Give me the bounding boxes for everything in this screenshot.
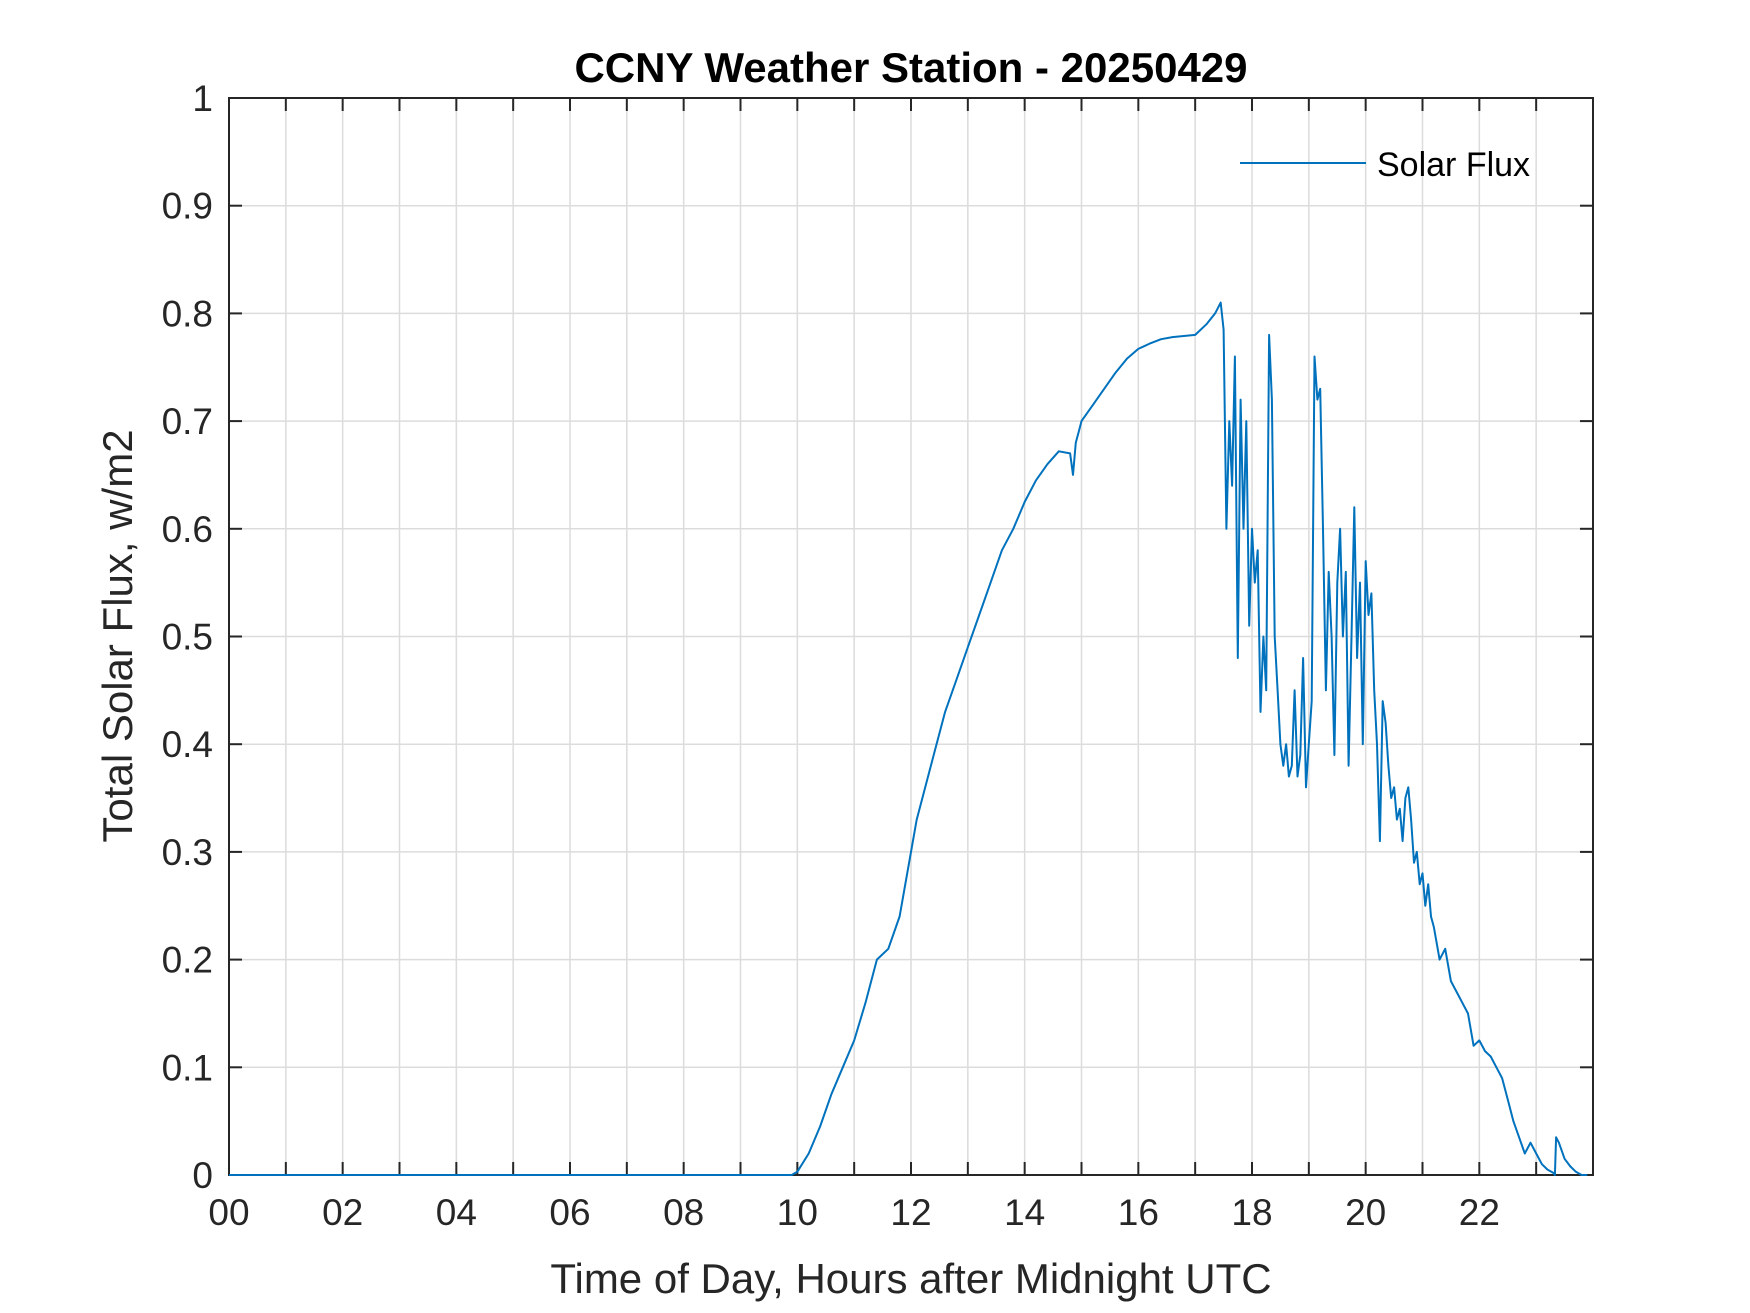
x-tick-label: 08 bbox=[663, 1192, 704, 1233]
y-tick-label: 0.4 bbox=[162, 724, 213, 765]
series-layer bbox=[229, 301, 1588, 1176]
x-tick-labels: 00 02 04 06 08 10 12 14 16 18 20 22 bbox=[208, 1192, 1499, 1233]
chart-title: CCNY Weather Station - 20250429 bbox=[574, 44, 1247, 91]
y-tick-label: 1 bbox=[192, 78, 213, 119]
x-tick-label: 22 bbox=[1459, 1192, 1500, 1233]
series-line-solar-flux bbox=[229, 301, 1588, 1176]
y-tick-label: 0.6 bbox=[162, 509, 213, 550]
y-tick-label: 0 bbox=[192, 1155, 213, 1196]
legend: Solar Flux bbox=[1240, 146, 1530, 184]
x-tick-label: 04 bbox=[436, 1192, 477, 1233]
x-tick-label: 10 bbox=[777, 1192, 818, 1233]
y-tick-labels: 0 0.1 0.2 0.3 0.4 0.5 0.6 0.7 0.8 0.9 1 bbox=[162, 78, 213, 1196]
x-tick-label: 02 bbox=[322, 1192, 363, 1233]
plot-frame bbox=[228, 97, 1594, 1176]
y-tick-label: 0.8 bbox=[162, 293, 213, 334]
grid-lines bbox=[229, 98, 1593, 1175]
y-tick-label: 0.3 bbox=[162, 832, 213, 873]
x-tick-label: 14 bbox=[1004, 1192, 1045, 1233]
x-tick-label: 06 bbox=[549, 1192, 590, 1233]
x-tick-label: 16 bbox=[1118, 1192, 1159, 1233]
x-tick-label: 00 bbox=[208, 1192, 249, 1233]
y-tick-label: 0.1 bbox=[162, 1047, 213, 1088]
y-tick-label: 0.2 bbox=[162, 940, 213, 981]
x-tick-label: 18 bbox=[1231, 1192, 1272, 1233]
y-tick-label: 0.5 bbox=[162, 617, 213, 658]
legend-label-solar-flux: Solar Flux bbox=[1377, 146, 1530, 184]
y-axis-label: Total Solar Flux, w/m2 bbox=[94, 429, 141, 842]
y-tick-label: 0.9 bbox=[162, 186, 213, 227]
x-tick-label: 12 bbox=[890, 1192, 931, 1233]
x-tick-label: 20 bbox=[1345, 1192, 1386, 1233]
y-tick-label: 0.7 bbox=[162, 401, 213, 442]
x-axis-label: Time of Day, Hours after Midnight UTC bbox=[550, 1255, 1271, 1302]
